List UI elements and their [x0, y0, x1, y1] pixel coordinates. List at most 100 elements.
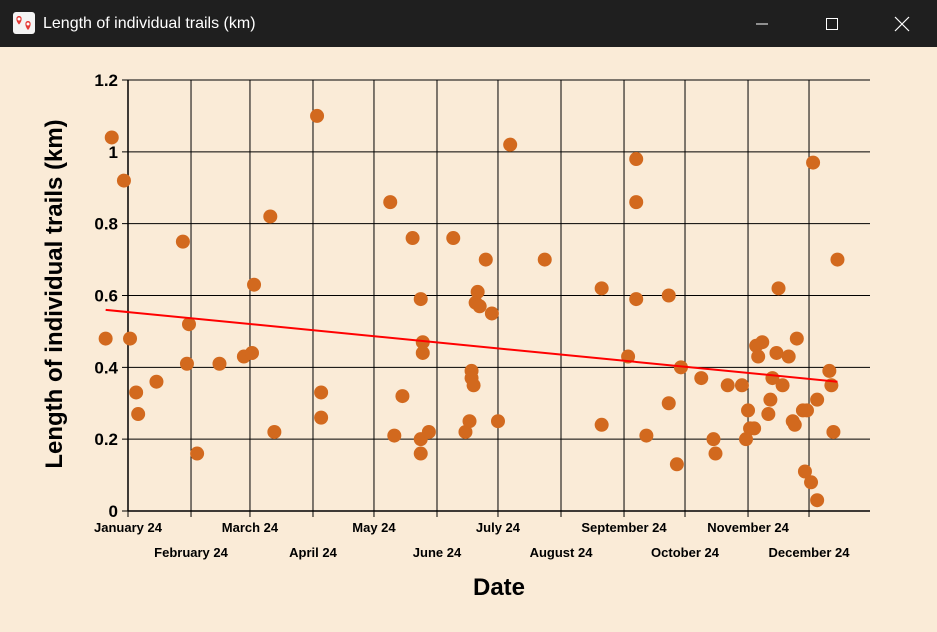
data-point	[775, 378, 790, 393]
data-point	[708, 446, 723, 461]
x-tick-label: April 24	[289, 545, 337, 560]
data-point	[98, 331, 113, 346]
data-point	[181, 317, 196, 332]
data-point	[797, 464, 812, 479]
data-point	[472, 299, 487, 314]
close-icon	[894, 16, 910, 31]
x-tick-label: November 24	[707, 520, 789, 535]
y-tick-label: 0.6	[94, 287, 118, 306]
x-tick-label: February 24	[154, 545, 228, 560]
data-point	[116, 173, 131, 188]
x-tick-label: December 24	[769, 545, 851, 560]
y-tick-label: 0.4	[94, 358, 118, 377]
data-point	[104, 130, 119, 145]
minimize-button[interactable]	[727, 0, 797, 47]
maximize-icon	[826, 17, 838, 30]
data-point	[462, 414, 477, 429]
y-tick-label: 1.2	[94, 71, 118, 90]
data-point	[149, 374, 164, 389]
data-point	[629, 152, 644, 167]
data-point	[446, 231, 461, 246]
grid	[122, 79, 870, 517]
data-point	[490, 414, 505, 429]
data-point	[822, 363, 837, 378]
data-point	[706, 432, 721, 447]
data-point	[661, 396, 676, 411]
x-tick-label: June 24	[413, 545, 462, 560]
data-point	[810, 392, 825, 407]
data-point	[769, 345, 784, 360]
window-title: Length of individual trails (km)	[43, 15, 256, 32]
data-point	[629, 195, 644, 210]
data-point	[738, 432, 753, 447]
data-point	[761, 407, 776, 422]
x-tick-labels: January 24 February 24 March 24 April 24 May…	[94, 520, 850, 560]
data-point	[466, 378, 481, 393]
data-point	[594, 417, 609, 432]
data-point	[405, 231, 420, 246]
map-pin-icon	[13, 12, 35, 34]
data-point	[771, 281, 786, 296]
axes	[127, 80, 870, 512]
data-point	[245, 345, 260, 360]
data-point	[247, 277, 262, 292]
data-point	[747, 421, 762, 436]
y-tick-label: 0.2	[94, 430, 118, 449]
data-point	[694, 371, 709, 386]
y-axis-label: Length of individual trails (km)	[41, 119, 68, 468]
data-point	[131, 407, 146, 422]
data-point	[314, 410, 329, 425]
data-point	[387, 428, 402, 443]
data-point	[129, 385, 144, 400]
data-point	[175, 234, 190, 249]
data-point	[787, 417, 802, 432]
data-point	[661, 288, 676, 303]
close-button[interactable]	[867, 0, 937, 47]
data-point	[594, 281, 609, 296]
data-point	[503, 137, 518, 152]
maximize-button[interactable]	[797, 0, 867, 47]
data-points	[98, 108, 845, 508]
x-tick-label: March 24	[222, 520, 279, 535]
trend-line	[105, 308, 838, 383]
data-point	[413, 446, 428, 461]
data-point	[310, 108, 325, 123]
data-point	[629, 292, 644, 307]
x-tick-label: January 24	[94, 520, 163, 535]
x-tick-label: September 24	[581, 520, 667, 535]
data-point	[212, 356, 227, 371]
data-point	[263, 209, 278, 224]
data-point	[190, 446, 205, 461]
data-point	[789, 331, 804, 346]
data-point	[806, 155, 821, 170]
data-point	[720, 378, 735, 393]
data-point	[478, 252, 493, 267]
data-point	[415, 345, 430, 360]
data-point	[123, 331, 138, 346]
x-tick-label: May 24	[352, 520, 396, 535]
data-point	[830, 252, 845, 267]
data-point	[810, 493, 825, 508]
data-point	[763, 392, 778, 407]
data-point	[383, 195, 398, 210]
data-point	[755, 335, 770, 350]
x-tick-label: August 24	[530, 545, 594, 560]
chart-area: 0 0.2 0.4 0.6 0.8 1 1.2 January 24 February 24 M…	[0, 47, 937, 627]
data-point	[781, 349, 796, 364]
data-point	[395, 389, 410, 404]
data-point	[484, 306, 499, 321]
data-point	[267, 424, 282, 439]
y-tick-label: 1	[109, 143, 118, 162]
data-point	[826, 424, 841, 439]
data-point	[799, 403, 814, 418]
x-tick-label: October 24	[651, 545, 720, 560]
data-point	[804, 475, 819, 490]
data-point	[415, 335, 430, 350]
data-point	[639, 428, 654, 443]
data-point	[470, 284, 485, 299]
data-point	[537, 252, 552, 267]
minimize-icon	[756, 23, 768, 24]
data-point	[413, 292, 428, 307]
y-tick-label: 0	[109, 502, 118, 521]
x-axis-label: Date	[473, 574, 525, 601]
